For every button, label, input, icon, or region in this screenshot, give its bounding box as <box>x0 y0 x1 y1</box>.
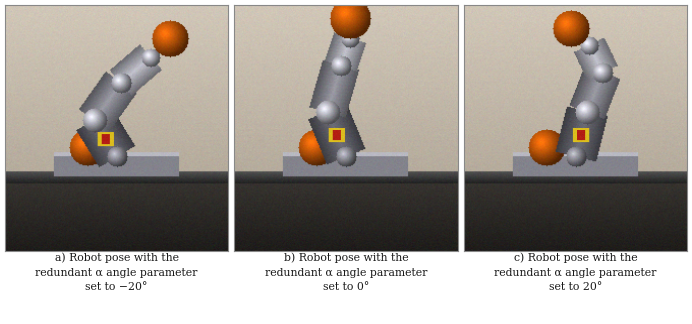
Text: c) Robot pose with the
redundant α angle parameter
set to 20°: c) Robot pose with the redundant α angle… <box>494 253 657 292</box>
Text: b) Robot pose with the
redundant α angle parameter
set to 0°: b) Robot pose with the redundant α angle… <box>265 253 427 292</box>
Text: a) Robot pose with the
redundant α angle parameter
set to −20°: a) Robot pose with the redundant α angle… <box>35 253 198 292</box>
